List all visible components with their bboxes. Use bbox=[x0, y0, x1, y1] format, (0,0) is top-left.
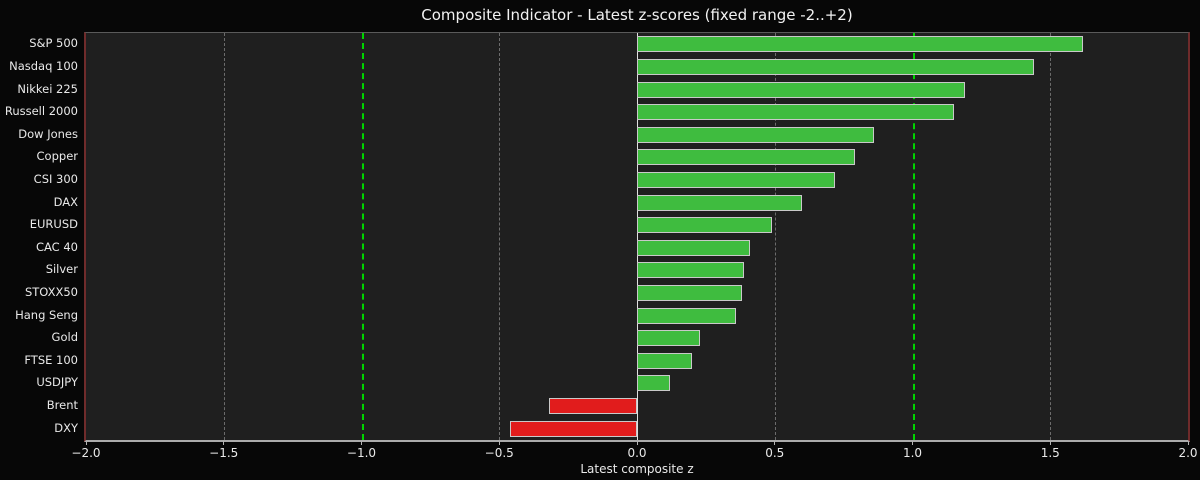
y-tick-label: EURUSD bbox=[29, 217, 78, 232]
x-tick-mark bbox=[1187, 441, 1189, 445]
bar-usdjpy bbox=[637, 375, 671, 392]
y-tick-label: Nikkei 225 bbox=[17, 81, 78, 96]
x-tick-label: 1.5 bbox=[1040, 446, 1060, 460]
x-tick-label: 0.0 bbox=[627, 446, 647, 460]
zero-line bbox=[637, 33, 638, 440]
x-tick-label: −0.5 bbox=[484, 446, 514, 460]
bar-dxy bbox=[510, 420, 637, 437]
chart-title: Composite Indicator - Latest z-scores (f… bbox=[421, 6, 853, 24]
threshold-line bbox=[912, 33, 915, 440]
x-tick-mark bbox=[223, 441, 225, 445]
x-tick-label: 1.0 bbox=[902, 446, 923, 460]
bar-copper bbox=[637, 149, 855, 166]
gridline bbox=[499, 33, 501, 440]
threshold-line bbox=[361, 33, 364, 440]
x-tick-label: −1.5 bbox=[209, 446, 239, 460]
y-tick-label: DXY bbox=[54, 420, 78, 435]
gridline bbox=[223, 33, 225, 440]
x-tick-mark bbox=[498, 441, 500, 445]
y-axis-labels: S&P 500 Nasdaq 100 Nikkei 225 Russell 2000 D… bbox=[0, 33, 78, 440]
bar-s-p-500 bbox=[637, 36, 1084, 53]
bar-stoxx50 bbox=[637, 285, 742, 302]
y-tick-label: CSI 300 bbox=[33, 171, 78, 186]
y-tick-label: Silver bbox=[45, 262, 78, 277]
bar-ftse-100 bbox=[637, 352, 693, 369]
x-axis-label: Latest composite z bbox=[580, 462, 694, 476]
x-tick-label: −1.0 bbox=[346, 446, 377, 460]
bar-dow-jones bbox=[637, 126, 874, 143]
plot-area bbox=[84, 32, 1190, 442]
y-tick-label: Nasdaq 100 bbox=[9, 58, 78, 73]
y-tick-label: S&P 500 bbox=[29, 36, 78, 51]
y-tick-label: Russell 2000 bbox=[4, 104, 78, 119]
gridline bbox=[774, 33, 776, 440]
x-tick-mark bbox=[361, 441, 363, 445]
y-tick-label: Copper bbox=[36, 149, 78, 164]
gridline bbox=[1050, 33, 1052, 440]
bar-dax bbox=[637, 194, 803, 211]
y-tick-label: STOXX50 bbox=[24, 285, 78, 300]
bar-cac-40 bbox=[637, 239, 750, 256]
x-tick-label: −2.0 bbox=[71, 446, 101, 460]
bar-nasdaq-100 bbox=[637, 58, 1034, 75]
bar-brent bbox=[548, 398, 637, 415]
y-tick-label: Gold bbox=[51, 330, 78, 345]
y-tick-label: Brent bbox=[46, 398, 78, 413]
bar-gold bbox=[637, 330, 701, 347]
bar-eurusd bbox=[637, 217, 772, 234]
y-tick-label: DAX bbox=[53, 194, 78, 209]
bar-russell-2000 bbox=[637, 104, 954, 121]
x-tick-mark bbox=[636, 441, 638, 445]
y-tick-label: FTSE 100 bbox=[24, 352, 78, 367]
x-tick-mark bbox=[85, 441, 87, 445]
x-axis: −2.0 −1.5 −1.0 −0.5 0.0 0.5 1.0 1.5 2.0 bbox=[71, 441, 1198, 465]
bar-silver bbox=[637, 262, 745, 279]
x-tick-mark bbox=[774, 441, 776, 445]
y-tick-label: Hang Seng bbox=[15, 307, 78, 322]
x-tick-label: 2.0 bbox=[1178, 446, 1198, 460]
y-tick-label: USDJPY bbox=[36, 375, 78, 390]
bar-hang-seng bbox=[637, 307, 737, 324]
x-tick-label: 0.5 bbox=[765, 446, 785, 460]
x-tick-mark bbox=[912, 441, 914, 445]
y-tick-label: Dow Jones bbox=[18, 126, 78, 141]
bar-nikkei-225 bbox=[637, 81, 965, 98]
y-tick-label: CAC 40 bbox=[35, 239, 78, 254]
bar-csi-300 bbox=[637, 171, 836, 188]
x-tick-mark bbox=[1049, 441, 1051, 445]
